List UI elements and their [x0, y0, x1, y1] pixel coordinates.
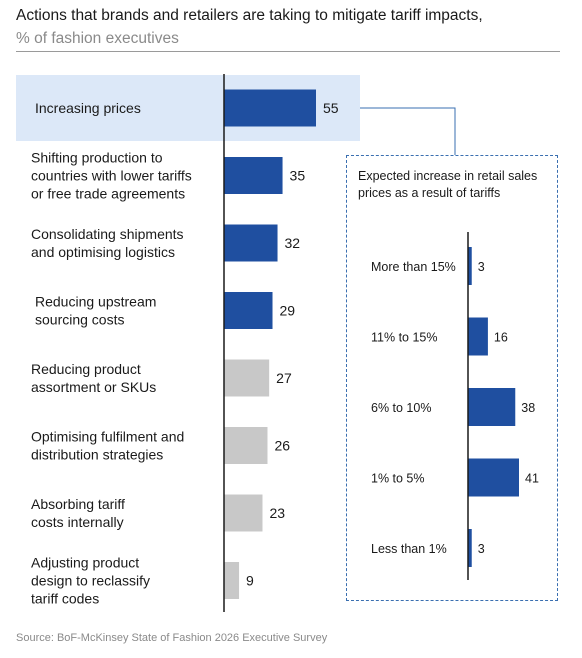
data-label: 32 [285, 235, 301, 251]
inset-category-label: More than 15% [371, 260, 456, 274]
inset-category-label: 11% to 15% [371, 331, 437, 345]
bar [224, 494, 263, 532]
inset-category-label: Less than 1% [371, 542, 447, 556]
category-label: Reducing upstream [35, 294, 156, 310]
bar [224, 89, 316, 127]
category-label: assortment or SKUs [31, 379, 156, 395]
category-label: Consolidating shipments [31, 226, 184, 242]
data-label: 23 [269, 505, 285, 521]
category-label: distribution strategies [31, 447, 163, 463]
data-label: 29 [280, 303, 296, 319]
bar [224, 224, 278, 262]
data-label: 35 [290, 168, 306, 184]
category-label: Optimising fulfilment and [31, 429, 184, 445]
inset-category-label: 1% to 5% [371, 472, 425, 486]
data-label: 26 [274, 438, 290, 454]
category-label: countries with lower tariffs [31, 168, 192, 184]
category-label: or free trade agreements [31, 186, 185, 202]
source-note: Source: BoF-McKinsey State of Fashion 20… [16, 632, 328, 644]
inset-bar [468, 458, 519, 497]
inset-panel [346, 155, 558, 601]
bar [224, 157, 283, 194]
bar [224, 359, 270, 397]
inset-category-label: 6% to 10% [371, 401, 431, 415]
inset-bar [468, 317, 488, 356]
category-label: tariff codes [31, 591, 99, 607]
bar [224, 562, 240, 599]
bar [224, 292, 273, 329]
category-label: Shifting production to [31, 150, 163, 166]
data-label: 55 [323, 100, 339, 116]
category-label: design to reclassify [31, 573, 150, 589]
data-label: 27 [276, 370, 292, 386]
category-label: Increasing prices [35, 100, 141, 116]
inset-data-label: 16 [494, 331, 508, 345]
inset-chart-title: Expected increase in retail sales prices… [358, 169, 538, 200]
chart-subtitle: % of fashion executives [16, 30, 179, 47]
data-label: 9 [246, 573, 254, 589]
category-label: Adjusting product [31, 555, 139, 571]
inset-data-label: 41 [525, 472, 539, 486]
category-label: and optimising logistics [31, 244, 175, 260]
inset-data-label: 3 [478, 260, 485, 274]
inset-bar [468, 388, 516, 426]
bar [224, 427, 268, 464]
title-divider [16, 51, 560, 52]
inset-data-label: 3 [478, 542, 485, 556]
inset-bar [468, 529, 472, 567]
category-label: costs internally [31, 514, 124, 530]
connector-line [360, 107, 456, 155]
chart-title: Actions that brands and retailers are ta… [16, 7, 483, 24]
inset-data-label: 38 [521, 401, 535, 415]
category-label: Reducing product [31, 361, 141, 377]
category-label: Absorbing tariff [31, 496, 125, 512]
inset-bar [468, 247, 472, 285]
category-label: sourcing costs [35, 312, 124, 328]
